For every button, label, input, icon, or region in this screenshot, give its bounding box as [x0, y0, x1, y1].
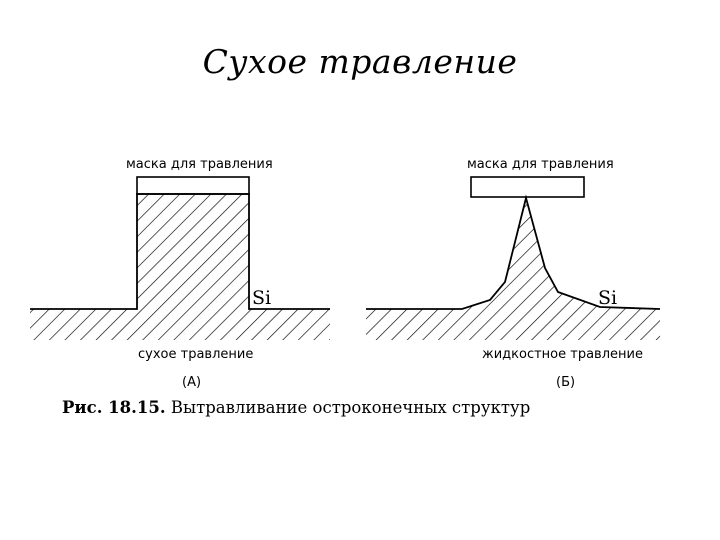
panel-a-process-label: сухое травление	[138, 347, 253, 362]
panel-b-silicon-hatch	[366, 198, 660, 340]
panel-a-mask	[136, 176, 250, 195]
panel-a-mask-label: маска для травления	[126, 157, 273, 172]
figure-caption-text: Вытравливание остроконечных структур	[170, 398, 531, 417]
panel-b-process-label: жидкостное травление	[482, 347, 643, 362]
panel-b-silicon-profile	[366, 194, 661, 310]
panel-a-silicon-hatch	[30, 194, 330, 340]
panel-b-tag: (Б)	[556, 375, 575, 390]
slide-title: Сухое травление	[202, 42, 518, 81]
panel-b-mask-label: маска для травления	[467, 157, 614, 172]
figure-number: Рис. 18.15.	[62, 398, 166, 417]
panel-b-material-label: Si	[598, 287, 617, 309]
panel-a-silicon-profile	[30, 193, 330, 310]
figure-caption: Рис. 18.15. Вытравливание остроконечных …	[62, 398, 530, 417]
panel-a-material-label: Si	[252, 287, 271, 309]
panel-b-mask	[470, 176, 585, 198]
panel-a-tag: (А)	[182, 375, 201, 390]
panel-b: маска для травления Si жидкостное травле…	[366, 157, 661, 390]
panel-a: маска для травления Si сухое травление (…	[30, 157, 330, 390]
